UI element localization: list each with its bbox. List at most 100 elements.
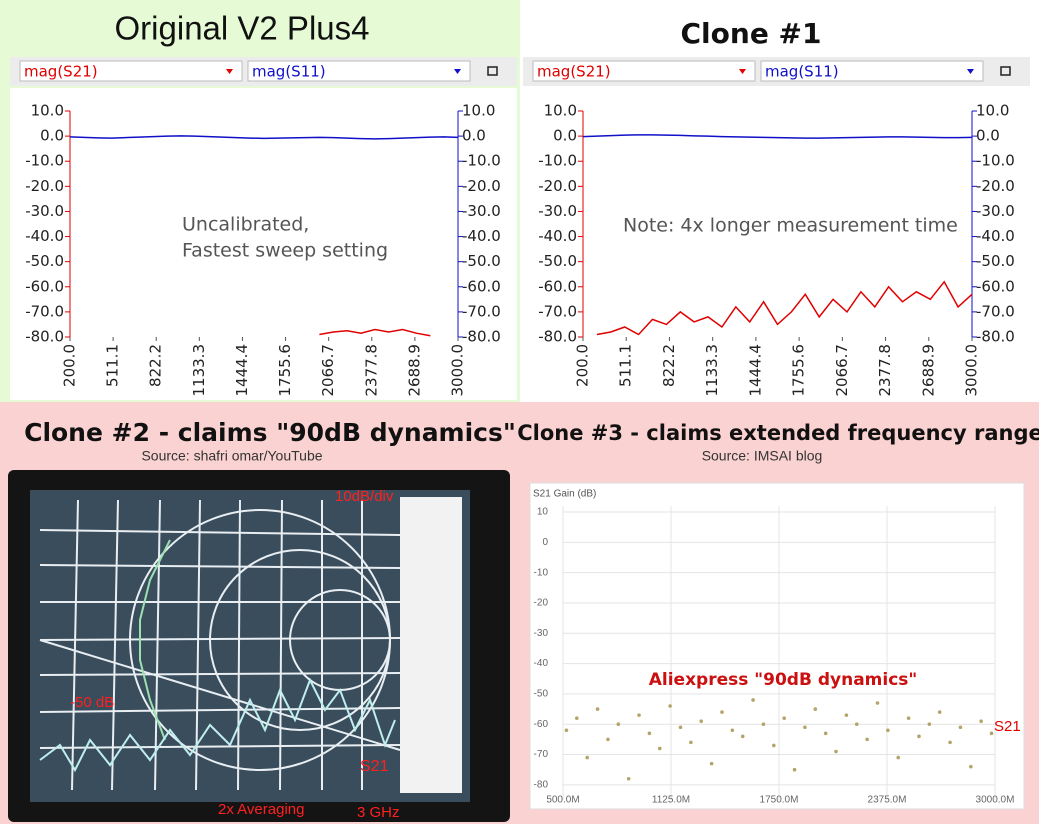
series-selector	[532, 60, 756, 82]
scatter-point	[937, 710, 942, 714]
y2-tick-label: -10.0	[976, 152, 1015, 170]
x-tick-label: 1133.3	[703, 344, 721, 397]
scatter-point	[896, 755, 901, 760]
x-tick-label: 2377.8	[876, 344, 894, 397]
y-tick-label: -30	[534, 628, 549, 639]
dropdown-arrow	[226, 69, 233, 74]
annotation: Fastest sweep setting	[182, 240, 388, 262]
y2-tick-label: -40.0	[976, 227, 1015, 245]
scatter-point	[813, 707, 818, 711]
legend-label: mag(S11)	[765, 63, 839, 81]
scatter-point	[740, 734, 745, 739]
y-tick-label: -50	[534, 689, 549, 700]
scatter-point	[803, 725, 807, 730]
y-tick-label: -10.0	[538, 152, 577, 170]
x-tick-label: 1133.3	[190, 344, 208, 397]
y2-tick-label: 10.0	[976, 102, 1009, 120]
x-tick-label: 3000.0	[449, 344, 467, 397]
y-tick-label: 0.0	[553, 127, 577, 145]
y2-tick-label: 0.0	[976, 127, 1000, 145]
scatter-point	[751, 698, 755, 702]
y-tick-label: 0.0	[40, 127, 64, 145]
x-tick-label: 3000.0	[963, 344, 981, 397]
x-tick-label: 822.2	[660, 344, 678, 387]
x-tick-label: 1444.4	[746, 344, 764, 397]
y-tick-label: -40	[534, 658, 549, 669]
photo-annotation: 2x Averaging	[218, 801, 304, 818]
photo-annotation: -50 dB	[70, 694, 114, 711]
scatter-point	[927, 722, 932, 727]
scatter-point	[761, 722, 766, 727]
y2-tick-label: -60.0	[976, 277, 1015, 295]
y-tick-label: -70.0	[25, 302, 64, 320]
photo-annotation: S21	[360, 758, 389, 775]
series-line	[69, 135, 459, 140]
y2-tick-label: 0.0	[462, 127, 486, 145]
x-tick-label: 1755.6	[276, 344, 294, 397]
photo-grid	[39, 499, 401, 791]
y-tick-label: -60	[534, 719, 549, 730]
dropdown-arrow	[967, 69, 974, 74]
plot-area	[523, 88, 1030, 400]
chart-box	[529, 482, 1025, 810]
scatter-point	[834, 749, 838, 754]
window-icon	[487, 66, 498, 76]
y2-tick-label: -40.0	[462, 227, 501, 245]
y2-tick-label: -70.0	[976, 302, 1015, 320]
dropdown-arrow	[739, 69, 746, 74]
y-tick-label: -70.0	[538, 302, 577, 320]
y-tick-label: -80	[534, 779, 549, 790]
scatter-point	[854, 722, 859, 727]
x-tick-label: 1444.4	[233, 344, 251, 397]
legend-label: mag(S21)	[537, 63, 611, 81]
scatter-point	[906, 716, 911, 720]
y-tick-label: -20	[534, 598, 549, 609]
y-tick-label: -10	[534, 567, 549, 578]
series-line	[582, 134, 973, 139]
x-tick-label: 1755.6	[790, 344, 808, 397]
y-tick-label: -40.0	[538, 227, 577, 245]
panel-title: Clone #2 - claims "90dB dynamics"	[24, 418, 516, 447]
scatter-point	[823, 731, 828, 736]
scatter-point	[606, 737, 610, 742]
x-tick-label: 511.1	[617, 344, 635, 387]
scatter-point	[564, 728, 569, 733]
scatter-point	[844, 713, 849, 717]
series-selector	[247, 60, 471, 82]
scatter-point	[979, 719, 983, 723]
y2-tick-label: -30.0	[462, 202, 501, 220]
y2-tick-label: -80.0	[976, 328, 1015, 346]
y-tick-label: -20.0	[538, 177, 577, 195]
y2-tick-label: -80.0	[462, 328, 501, 346]
scatter-point	[958, 725, 963, 730]
x-tick-label: 2688.9	[405, 344, 423, 397]
scatter-point	[948, 740, 952, 745]
series-selector	[760, 60, 984, 82]
y-tick-label: -10.0	[25, 152, 64, 170]
panel-title: Original V2 Plus4	[115, 10, 370, 47]
scatter-point	[772, 743, 776, 748]
x-tick-label: 3000.0M	[976, 795, 1015, 806]
y-axis-label: S21 Gain (dB)	[533, 489, 596, 500]
x-tick-label: 511.1	[104, 344, 122, 387]
annotation: Note: 4x longer measurement time	[623, 215, 958, 237]
y-tick-label: -80.0	[538, 328, 577, 346]
x-tick-label: 1125.0M	[652, 795, 690, 806]
y-tick-label: 0	[542, 537, 548, 548]
x-tick-label: 1750.0M	[760, 795, 799, 806]
panel-source: Source: IMSAI blog	[702, 448, 823, 464]
x-tick-label: 500.0M	[546, 795, 579, 806]
scatter-point	[969, 764, 973, 769]
scatter-point	[689, 740, 693, 745]
scatter-point	[678, 725, 683, 730]
scatter-point	[875, 701, 880, 705]
photo-annotation: 3 GHz	[357, 804, 400, 821]
y-tick-label: -40.0	[25, 227, 64, 245]
legend-label: mag(S11)	[252, 63, 326, 81]
y2-tick-label: -20.0	[462, 177, 501, 195]
photo-panel	[400, 497, 462, 793]
photo-annotation: 10dB/div	[335, 488, 394, 505]
y2-tick-label: -50.0	[976, 252, 1015, 270]
y2-tick-label: 10.0	[462, 102, 495, 120]
